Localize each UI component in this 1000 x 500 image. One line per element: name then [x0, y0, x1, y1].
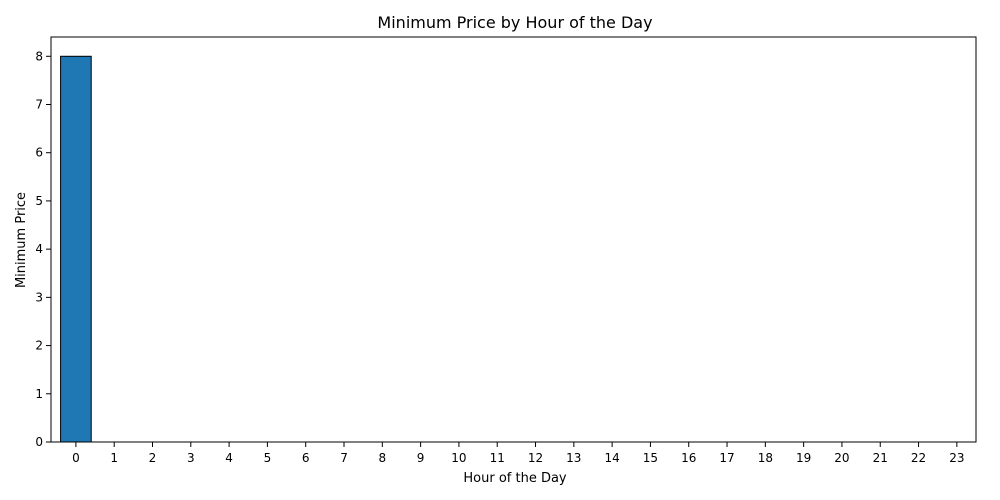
y-tick-label: 4	[35, 242, 43, 256]
x-tick-label: 12	[528, 451, 543, 465]
x-tick-label: 0	[72, 451, 80, 465]
x-tick-label: 10	[451, 451, 466, 465]
x-tick-label: 8	[378, 451, 386, 465]
x-tick-label: 13	[566, 451, 581, 465]
y-tick-label: 5	[35, 194, 43, 208]
x-tick-label: 6	[302, 451, 310, 465]
x-tick-label: 7	[340, 451, 348, 465]
x-tick-label: 11	[490, 451, 505, 465]
y-tick-label: 7	[35, 98, 43, 112]
x-tick-label: 14	[604, 451, 619, 465]
x-tick-label: 9	[417, 451, 425, 465]
y-tick-label: 8	[35, 49, 43, 63]
x-tick-label: 23	[949, 451, 964, 465]
x-tick-label: 4	[225, 451, 233, 465]
y-axis-ticks: 0 1 2 3 4 5 6 7 8	[35, 49, 51, 449]
x-tick-label: 21	[873, 451, 888, 465]
x-axis-ticks: 0 1 2 3 4 5 6 7 8 9 10 11 12 13 14 15 16 17 18 19 20 21 22 23	[72, 442, 964, 465]
bar-hour-0	[60, 55, 92, 443]
x-tick-label: 18	[758, 451, 773, 465]
x-tick-label: 3	[187, 451, 195, 465]
x-tick-label: 16	[681, 451, 696, 465]
y-tick-label: 1	[35, 387, 43, 401]
x-tick-label: 2	[149, 451, 157, 465]
x-tick-label: 22	[911, 451, 926, 465]
plot-frame	[50, 36, 977, 443]
x-tick-label: 20	[834, 451, 849, 465]
y-tick-label: 6	[35, 146, 43, 160]
bars-group	[60, 55, 92, 443]
y-tick-label: 3	[35, 290, 43, 304]
x-tick-label: 1	[110, 451, 118, 465]
x-tick-label: 5	[264, 451, 272, 465]
y-tick-label: 2	[35, 339, 43, 353]
y-axis-label: Minimum Price	[14, 192, 29, 288]
chart-title: Minimum Price by Hour of the Day	[377, 13, 652, 32]
x-tick-label: 17	[719, 451, 734, 465]
x-axis-label: Hour of the Day	[463, 471, 567, 486]
x-tick-label: 19	[796, 451, 811, 465]
x-tick-label: 15	[643, 451, 658, 465]
y-tick-label: 0	[35, 435, 43, 449]
